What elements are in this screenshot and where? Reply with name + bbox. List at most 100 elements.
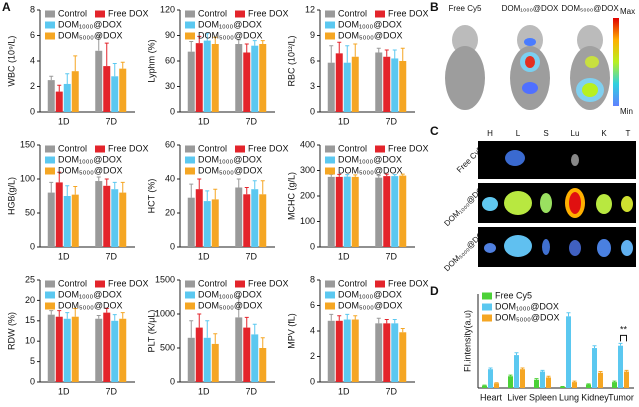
bar — [520, 369, 525, 388]
bar — [195, 43, 203, 112]
bar — [327, 62, 335, 112]
legend-swatch — [235, 280, 245, 288]
legend-label: DOM₅₀₀₀@DOX — [198, 300, 262, 310]
legend-label: DOM₅₀₀₀@DOX — [58, 165, 122, 175]
x-tick-label: Heart — [480, 392, 503, 402]
x-tick-label: 1D — [198, 251, 210, 261]
bar — [494, 383, 499, 388]
bar — [71, 194, 79, 247]
bar — [203, 337, 211, 382]
bar — [95, 181, 103, 247]
error-bar — [572, 380, 577, 383]
y-tick-label: 0 — [30, 241, 35, 251]
error-bar — [104, 42, 109, 67]
bar — [47, 80, 55, 112]
bar — [251, 45, 259, 113]
legend-label: Free DOX — [248, 8, 289, 18]
bar — [534, 379, 539, 388]
y-axis-label: WBC (10⁹/L) — [6, 36, 16, 87]
legend-swatch — [45, 167, 55, 175]
bar — [63, 196, 71, 247]
y-tick-label: 300 — [300, 165, 315, 175]
y-tick-label: 10 — [25, 336, 35, 346]
bar — [383, 56, 391, 112]
legend-swatch — [325, 291, 335, 299]
x-tick-label: 7D — [245, 251, 257, 261]
bar — [540, 371, 545, 388]
y-tick-label: 0 — [30, 106, 35, 116]
bar — [612, 382, 617, 388]
y-tick-label: 20 — [165, 207, 175, 217]
error-bar — [353, 43, 358, 57]
error-bar — [337, 315, 342, 321]
bar — [187, 197, 195, 247]
bar — [187, 51, 195, 112]
x-tick-label: Lung — [559, 392, 579, 402]
legend-swatch — [45, 10, 55, 18]
x-tick-label: 7D — [385, 386, 397, 396]
organ — [540, 193, 552, 213]
bar — [391, 58, 399, 112]
organ — [504, 191, 532, 215]
legend-swatch — [325, 167, 335, 175]
mouse-body — [577, 25, 603, 55]
x-tick-label: 7D — [385, 116, 397, 126]
legend-label: Control — [58, 278, 87, 288]
bar — [391, 323, 399, 382]
legend-swatch — [185, 32, 195, 40]
bar — [95, 50, 103, 112]
error-bar — [57, 171, 62, 183]
bar — [103, 312, 111, 382]
error-bar — [482, 384, 487, 386]
error-bar — [57, 84, 62, 92]
legend-swatch — [325, 156, 335, 164]
error-bar — [213, 333, 218, 344]
legend-swatch — [185, 145, 195, 153]
legend-swatch — [375, 145, 385, 153]
legend-swatch — [95, 10, 105, 18]
bar — [111, 76, 119, 112]
panel-label: A — [2, 0, 11, 14]
bar — [243, 194, 251, 247]
error-bar — [392, 174, 397, 177]
bar — [119, 318, 127, 382]
y-tick-label: 0 — [310, 376, 315, 386]
error-bar — [540, 369, 545, 372]
bar — [187, 337, 195, 382]
y-tick-label: 90 — [165, 30, 175, 40]
mouse-body — [452, 25, 478, 55]
y-tick-label: 0 — [170, 241, 175, 251]
signal — [525, 56, 535, 68]
y-tick-label: 3 — [310, 81, 315, 91]
error-bar — [65, 312, 70, 319]
legend-label: Control — [338, 278, 367, 288]
legend-swatch — [185, 156, 195, 164]
bar — [375, 323, 383, 382]
x-tick-label: Tumor — [608, 392, 634, 402]
panel-label: D — [430, 284, 439, 298]
error-bar — [189, 40, 194, 52]
bar — [259, 348, 267, 382]
organ — [569, 240, 581, 256]
bar — [47, 314, 55, 382]
bar — [55, 316, 63, 382]
legend-label: DOM₁₀₀₀@DOX — [198, 289, 262, 299]
image-label: Free Cy5 — [449, 4, 482, 13]
bar — [351, 176, 359, 247]
legend-swatch — [45, 156, 55, 164]
legend-label: Free DOX — [108, 8, 149, 18]
y-tick-label: 0 — [30, 376, 35, 386]
y-axis-label: Lyphm (%) — [146, 39, 156, 82]
legend-label: DOM₅₀₀₀@DOX — [58, 300, 122, 310]
legend-swatch — [45, 145, 55, 153]
error-bar — [244, 43, 249, 53]
error-bar — [236, 296, 241, 318]
error-bar — [329, 173, 334, 177]
x-tick-label: 1D — [338, 251, 350, 261]
bar — [203, 201, 211, 247]
bar — [399, 332, 407, 382]
y-tick-label: 8 — [310, 274, 315, 284]
organ — [504, 235, 532, 257]
bar — [375, 52, 383, 112]
bar — [482, 385, 487, 388]
